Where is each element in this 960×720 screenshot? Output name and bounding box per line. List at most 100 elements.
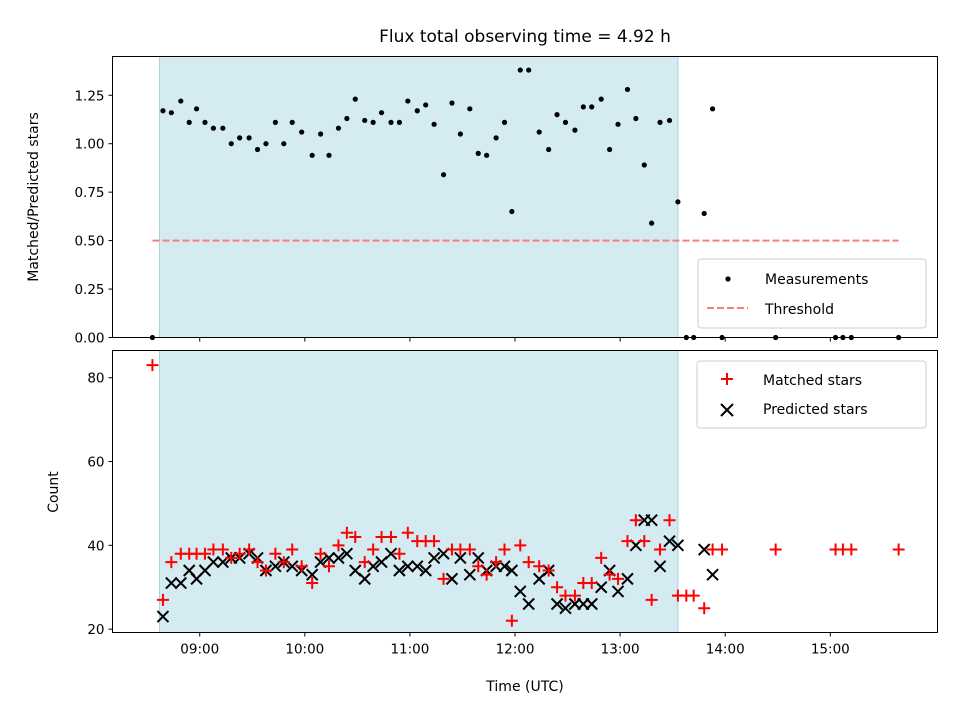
- top-axes-frame: [112, 56, 938, 338]
- matched-star-point: [542, 564, 555, 577]
- y-tick-label: 0.25: [74, 282, 104, 298]
- predicted-star-point: [419, 564, 432, 577]
- matched-star-point: [259, 564, 272, 577]
- matched-star-point: [165, 556, 178, 569]
- matched-star-point: [603, 568, 616, 581]
- predicted-star-point: [463, 568, 477, 581]
- bottom-shaded-interval: [158, 350, 679, 633]
- measurement-point: [675, 199, 681, 205]
- top-legend: Measurements Threshold: [697, 258, 927, 329]
- y-tick-label: 60: [87, 455, 104, 471]
- measurement-point: [641, 162, 647, 168]
- predicted-star-point: [671, 539, 685, 552]
- bottom-y-ticks: 20 40 60 80: [87, 371, 113, 638]
- matched-star-point: [621, 535, 634, 548]
- y-tick-label: 20: [87, 622, 104, 638]
- matched-star-point: [595, 551, 608, 564]
- legend-matched-label: Matched stars: [763, 373, 862, 389]
- legend-predicted-label: Predicted stars: [763, 402, 868, 418]
- matched-star-point: [629, 514, 642, 527]
- top-x-ticks: [199, 337, 831, 342]
- matched-star-point: [769, 543, 782, 556]
- matched-star-point: [514, 539, 527, 552]
- top-y-ticks: 0.00 0.25 0.50 0.75 1.00 1.25: [74, 88, 113, 347]
- predicted-star-point: [611, 585, 625, 598]
- measurement-point: [536, 129, 542, 135]
- measurement-point: [210, 125, 216, 131]
- measurement-point: [423, 102, 429, 108]
- matched-star-point: [612, 572, 625, 585]
- predicted-star-point: [522, 597, 535, 611]
- matched-star-point: [522, 556, 535, 569]
- measurement-point: [160, 108, 166, 114]
- measurement-point: [362, 117, 368, 124]
- x-tick-label: 10:00: [285, 642, 324, 658]
- measurement-point: [317, 131, 324, 137]
- measurement-point: [228, 141, 234, 147]
- predicted-star-point: [445, 572, 459, 586]
- x-tick-label: 12:00: [496, 642, 535, 658]
- measurement-point: [501, 119, 508, 125]
- matched-star-point: [367, 543, 380, 556]
- matched-star-point: [385, 530, 398, 543]
- predicted-star-point: [663, 534, 676, 548]
- matched-star-point: [146, 359, 159, 372]
- matched-star-point: [533, 560, 546, 573]
- measurement-point: [562, 119, 569, 125]
- matched-star-point: [393, 547, 406, 560]
- matched-star-point: [156, 593, 169, 606]
- matched-star-point: [845, 543, 858, 556]
- measurement-point: [580, 104, 586, 110]
- matched-star-point: [480, 568, 493, 581]
- measurement-point: [598, 96, 604, 102]
- x-tick-label: 09:00: [180, 642, 219, 658]
- matched-star-point: [306, 577, 319, 590]
- measurement-point: [414, 108, 420, 114]
- matched-star-point: [286, 543, 299, 556]
- measurement-point: [352, 96, 358, 102]
- predicted-star-point: [472, 551, 485, 565]
- legend-matched-marker: [721, 373, 733, 385]
- measurement-point: [546, 146, 552, 153]
- matched-star-point: [698, 602, 711, 615]
- y-tick-label: 40: [87, 538, 104, 554]
- predicted-star-point: [156, 610, 170, 623]
- measurement-point: [309, 152, 315, 158]
- predicted-star-point: [165, 576, 178, 590]
- measurement-points: [149, 67, 902, 341]
- bottom-legend-box: [696, 360, 927, 429]
- predicted-star-point: [514, 585, 527, 598]
- measurement-point: [178, 98, 184, 104]
- predicted-star-point: [393, 564, 406, 577]
- measurement-point: [624, 86, 631, 93]
- y-tick-label: 0.50: [74, 234, 104, 250]
- measurement-point: [405, 98, 411, 104]
- measurement-point: [220, 125, 226, 131]
- matched-star-point: [269, 547, 282, 560]
- predicted-star-point: [340, 547, 354, 560]
- bottom-axes-frame: [112, 350, 938, 633]
- predicted-star-point: [559, 601, 572, 615]
- matched-star-point: [892, 543, 905, 556]
- matched-star-point: [687, 589, 700, 602]
- matched-star-point: [349, 530, 362, 543]
- predicted-star-point: [697, 543, 711, 556]
- predicted-star-point: [454, 551, 467, 565]
- top-panel: 0.00 0.25 0.50 0.75 1.00 1.25 Matched/Predict…: [26, 56, 938, 347]
- measurement-point: [475, 150, 481, 156]
- measurement-point: [272, 119, 278, 125]
- bottom-panel: 20 40 60 80 09:00 10:00 11:00 12:00 13:00 14:00 1…: [46, 350, 938, 695]
- x-tick-label: 15:00: [811, 642, 850, 658]
- measurement-point: [289, 119, 295, 125]
- predicted-star-point: [207, 555, 220, 569]
- y-tick-label: 1.00: [74, 137, 104, 153]
- x-tick-label: 14:00: [706, 642, 745, 658]
- measurement-point: [615, 121, 621, 127]
- matched-star-point: [251, 556, 264, 569]
- measurement-point: [299, 129, 305, 135]
- predicted-star-point: [706, 568, 719, 581]
- measurement-point: [237, 135, 243, 141]
- x-tick-label: 13:00: [601, 642, 640, 658]
- measurement-point: [709, 106, 716, 112]
- predicted-star-point: [550, 597, 564, 611]
